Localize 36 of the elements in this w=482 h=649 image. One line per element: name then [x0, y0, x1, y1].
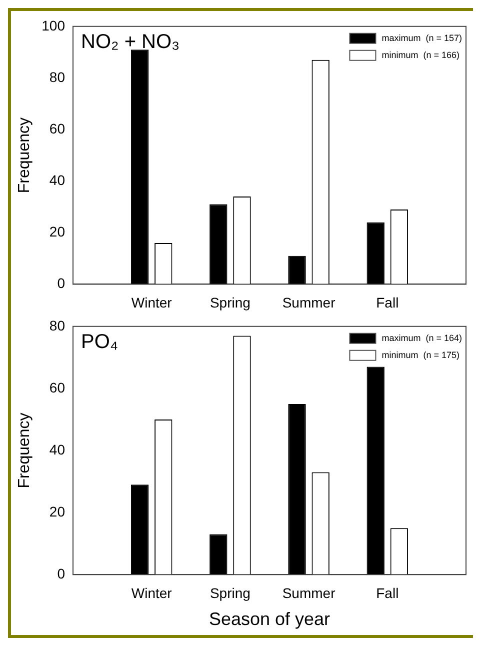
bar [288, 256, 306, 284]
y-tick-label: 40 [49, 441, 66, 458]
y-tick-label: 20 [49, 224, 66, 240]
x-tick-label: Fall [376, 294, 399, 310]
x-tick-label: Summer [282, 294, 336, 310]
x-tick-label: Summer [282, 584, 336, 601]
y-tick-label: 40 [49, 172, 66, 188]
legend-label: maximum (n = 164) [382, 332, 462, 343]
y-tick-label: 100 [42, 17, 66, 34]
x-axis-title: Season of year [208, 609, 330, 630]
bar [366, 366, 384, 575]
y-tick-label: 20 [49, 503, 66, 520]
bar [210, 534, 228, 575]
x-tick-label: Spring [210, 584, 250, 601]
annotation: NO₂ + NO₃ [81, 30, 180, 53]
y-axis-title: Frequency [16, 412, 34, 488]
y-tick-label: 60 [49, 379, 66, 396]
y-tick-label: 0 [57, 565, 66, 582]
bar [210, 204, 228, 284]
bar [288, 404, 306, 575]
y-tick-label: 80 [49, 317, 66, 334]
bar [366, 222, 384, 284]
x-tick-label: Spring [210, 294, 250, 310]
y-axis-title: Frequency [16, 118, 34, 194]
annotation: PO₄ [81, 330, 118, 353]
y-tick-label: 0 [57, 275, 66, 292]
legend-label: minimum (n = 166) [382, 50, 460, 60]
x-tick-label: Fall [376, 584, 399, 601]
y-tick-label: 60 [49, 120, 66, 136]
legend-label: minimum (n = 175) [382, 350, 460, 360]
y-tick-label: 80 [49, 68, 66, 85]
legend-label: maximum (n = 157) [382, 32, 462, 43]
x-tick-label: Winter [131, 584, 172, 601]
bar [130, 484, 149, 575]
x-tick-label: Winter [131, 294, 172, 310]
bar [130, 50, 149, 284]
